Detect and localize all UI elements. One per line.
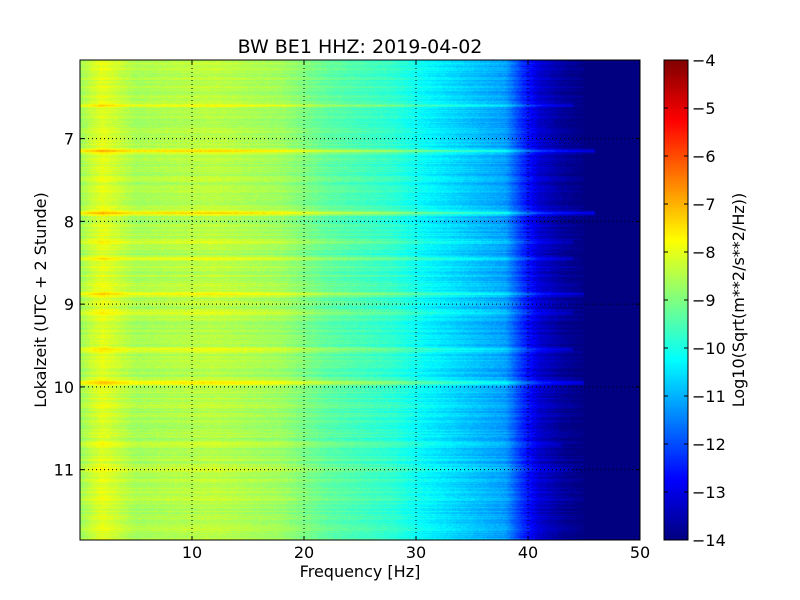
y-axis-label: Lokalzeit (UTC + 2 Stunde) (31, 192, 50, 407)
spectrogram-heatmap (80, 60, 640, 540)
colorbar-tick-label: −14 (692, 531, 726, 550)
y-tick-label: 10 (54, 378, 74, 397)
x-tick-label: 30 (406, 543, 426, 562)
colorbar-tick-label: −4 (692, 51, 716, 70)
y-tick-label: 11 (54, 461, 74, 480)
x-tick-label: 10 (182, 543, 202, 562)
x-tick-label: 20 (294, 543, 314, 562)
y-tick-label: 7 (64, 130, 74, 149)
colorbar-tick-label: −11 (692, 387, 726, 406)
colorbar-tick-label: −6 (692, 147, 716, 166)
colorbar-tick-label: −10 (692, 339, 726, 358)
y-tick-label: 8 (64, 212, 74, 231)
plot-frame (79, 59, 641, 541)
colorbar-label: Log10(Sqrt(m**2/s**2/Hz)) (729, 193, 748, 408)
x-tick-label: 40 (518, 543, 538, 562)
colorbar-tick-label: −9 (692, 291, 716, 310)
x-tick-label: 50 (630, 543, 650, 562)
y-tick-label: 9 (64, 295, 74, 314)
colorbar-tick-label: −8 (692, 243, 716, 262)
grid-lines (80, 60, 640, 540)
colorbar-ticks: −4 −5 −6 −7 −8 −9 −10 −11 −12 −13 −14 (664, 51, 726, 550)
x-axis-label: Frequency [Hz] (300, 562, 421, 581)
colorbar-tick-label: −5 (692, 99, 716, 118)
colorbar-tick-label: −12 (692, 435, 726, 454)
colorbar-tick-label: −7 (692, 195, 716, 214)
y-axis-ticks: 7 8 9 10 11 (54, 130, 640, 480)
spectrogram-plot-area: 10 20 30 40 50 7 8 9 10 11 (54, 59, 650, 562)
colorbar-tick-label: −13 (692, 483, 726, 502)
colorbar: −4 −5 −6 −7 −8 −9 −10 −11 −12 −13 −14 Log10(Sqrt(m… (663, 51, 748, 550)
x-axis-ticks: 10 20 30 40 50 (182, 60, 650, 562)
chart-title: BW BE1 HHZ: 2019-04-02 (238, 36, 483, 58)
